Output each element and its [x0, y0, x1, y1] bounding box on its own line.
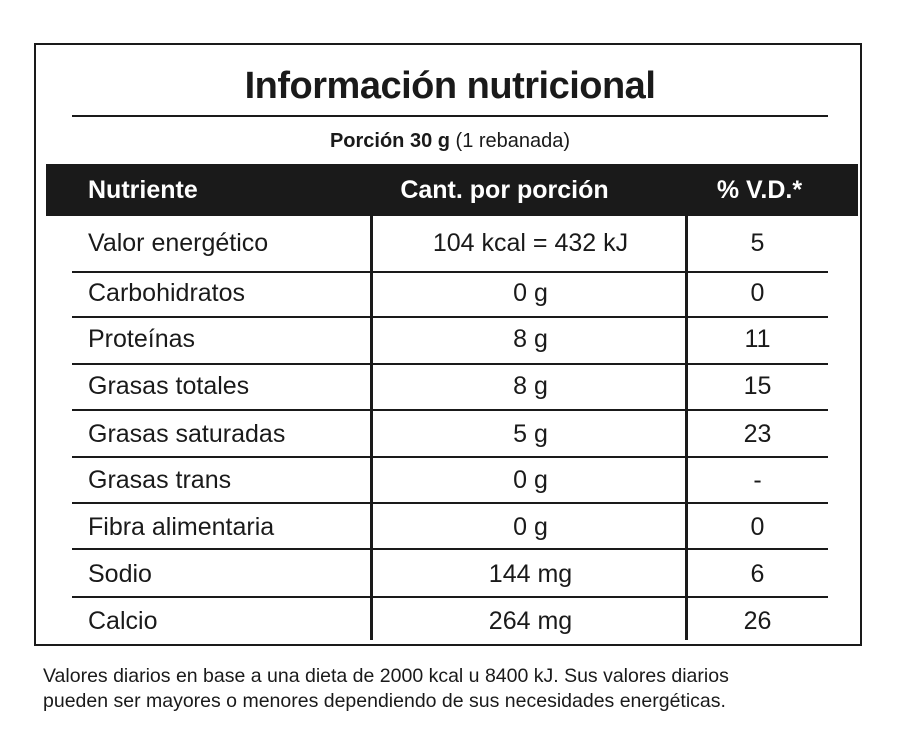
- nutrient-name: Sodio: [88, 560, 152, 588]
- nutrient-daily-value: -: [753, 466, 762, 494]
- nutrient-daily-value: 15: [743, 372, 772, 400]
- nutrient-daily-value: 6: [750, 560, 765, 588]
- footnote-line: Valores diarios en base a una dieta de 2…: [43, 665, 729, 687]
- row-divider: [72, 548, 828, 550]
- column-divider-1: [370, 216, 373, 640]
- nutrition-facts-panel: Información nutricional Porción 30 g (1 …: [34, 43, 862, 646]
- nutrient-daily-value: 5: [750, 229, 765, 257]
- nutrient-daily-value: 26: [743, 607, 772, 635]
- nutrient-daily-value: 0: [750, 279, 765, 307]
- row-divider: [72, 316, 828, 318]
- row-divider: [72, 409, 828, 411]
- nutrient-name: Grasas saturadas: [88, 420, 286, 448]
- nutrient-amount: 144 mg: [488, 560, 573, 588]
- nutrient-amount: 0 g: [513, 466, 548, 494]
- nutrient-amount: 8 g: [513, 325, 548, 353]
- nutrient-name: Grasas totales: [88, 372, 250, 400]
- nutrient-amount: 0 g: [513, 279, 548, 307]
- row-divider: [72, 363, 828, 365]
- serving-size: Porción 30 g (1 rebanada): [36, 130, 864, 153]
- nutrient-amount: 0 g: [513, 513, 548, 541]
- serving-size-amount: Porción 30 g: [329, 130, 450, 152]
- nutrient-daily-value: 11: [744, 325, 771, 353]
- column-header-daily-value: % V.D.*: [716, 176, 803, 204]
- column-divider-2: [685, 216, 688, 640]
- nutrient-name: Fibra alimentaria: [88, 513, 275, 541]
- column-header-nutrient: Nutriente: [88, 176, 198, 204]
- row-divider: [72, 596, 828, 598]
- column-header-amount: Cant. por porción: [400, 176, 609, 204]
- nutrient-daily-value: 23: [743, 420, 772, 448]
- nutrient-name: Carbohidratos: [88, 279, 246, 307]
- label-title: Información nutricional: [244, 65, 656, 107]
- nutrient-amount: 104 kcal = 432 kJ: [432, 229, 629, 257]
- nutrient-name: Calcio: [88, 607, 158, 635]
- nutrient-name: Valor energético: [88, 229, 269, 257]
- table-header: Nutriente Cant. por porción % V.D.*: [46, 164, 858, 216]
- nutrient-amount: 264 mg: [488, 607, 573, 635]
- row-divider: [72, 271, 828, 273]
- footnote-line: pueden ser mayores o menores dependiendo…: [43, 690, 726, 712]
- nutrient-amount: 8 g: [513, 372, 548, 400]
- nutrient-name: Grasas trans: [88, 466, 232, 494]
- row-divider: [72, 502, 828, 504]
- daily-value-footnote: Valores diarios en base a una dieta de 2…: [43, 664, 883, 714]
- title-divider: [72, 115, 828, 117]
- row-divider: [72, 456, 828, 458]
- nutrient-daily-value: 0: [750, 513, 765, 541]
- nutrient-name: Proteínas: [88, 325, 196, 353]
- serving-size-description: (1 rebanada): [455, 130, 571, 152]
- nutrient-amount: 5 g: [513, 420, 548, 448]
